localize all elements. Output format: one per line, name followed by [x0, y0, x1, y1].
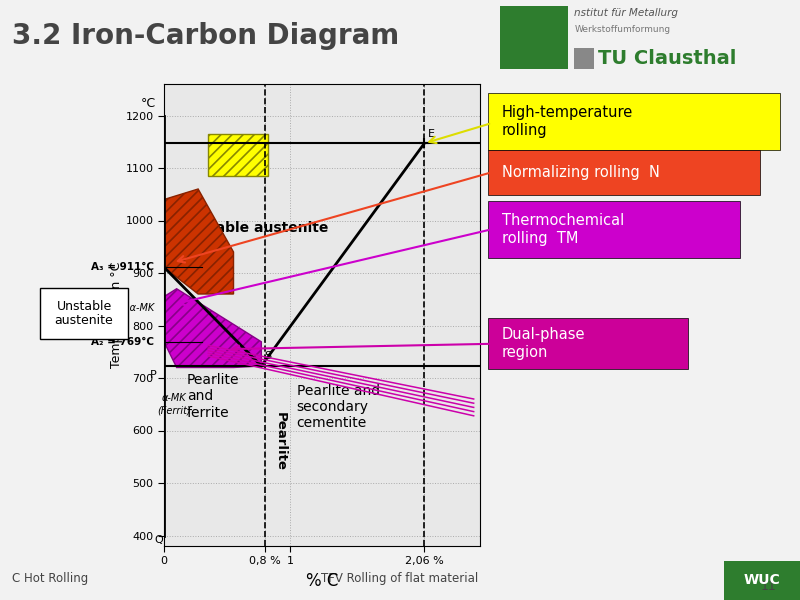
Text: P: P [150, 370, 157, 380]
Text: TU Clausthal: TU Clausthal [598, 49, 737, 68]
Text: WUC: WUC [743, 574, 780, 587]
Bar [724, 561, 800, 600]
Text: Normalizing rolling  N: Normalizing rolling N [502, 165, 659, 180]
Text: Unstable
austenite: Unstable austenite [54, 299, 114, 328]
Polygon shape [164, 289, 262, 367]
Bar [500, 6, 568, 69]
Text: High-temperature
rolling: High-temperature rolling [502, 106, 633, 137]
Text: C Hot Rolling: C Hot Rolling [12, 572, 88, 585]
Text: Pearlite and
secondary
cementite: Pearlite and secondary cementite [297, 383, 380, 430]
Text: °C: °C [142, 97, 156, 110]
Text: Dual-phase
region: Dual-phase region [502, 328, 585, 359]
Text: 3.2 Iron-Carbon Diagram: 3.2 Iron-Carbon Diagram [12, 22, 399, 50]
Text: S: S [264, 351, 271, 361]
Text: 11: 11 [760, 580, 776, 593]
Bar [574, 48, 594, 69]
Text: Pearlite: Pearlite [274, 412, 287, 470]
Y-axis label: Temperatur in °C: Temperatur in °C [110, 262, 122, 368]
Text: Q: Q [154, 535, 163, 545]
Text: A₃ = 911°C: A₃ = 911°C [91, 262, 154, 272]
Text: Stable austenite: Stable austenite [199, 221, 329, 235]
Polygon shape [208, 134, 268, 176]
Text: Thermochemical
rolling  TM: Thermochemical rolling TM [502, 214, 624, 246]
Text: nstitut für Metallurg: nstitut für Metallurg [574, 8, 678, 19]
X-axis label: % C: % C [306, 572, 338, 590]
Text: E: E [428, 129, 435, 139]
Text: α-MK
(Ferrit): α-MK (Ferrit) [158, 394, 191, 415]
Text: TFV Rolling of flat material: TFV Rolling of flat material [322, 572, 478, 585]
Text: Pearlite
and
ferrite: Pearlite and ferrite [186, 373, 239, 419]
Text: A₂ = 769°C: A₂ = 769°C [91, 337, 154, 347]
Text: Werkstoffumformung: Werkstoffumformung [574, 25, 670, 34]
Polygon shape [164, 189, 234, 294]
Text: γ- + α-MK: γ- + α-MK [106, 303, 154, 313]
